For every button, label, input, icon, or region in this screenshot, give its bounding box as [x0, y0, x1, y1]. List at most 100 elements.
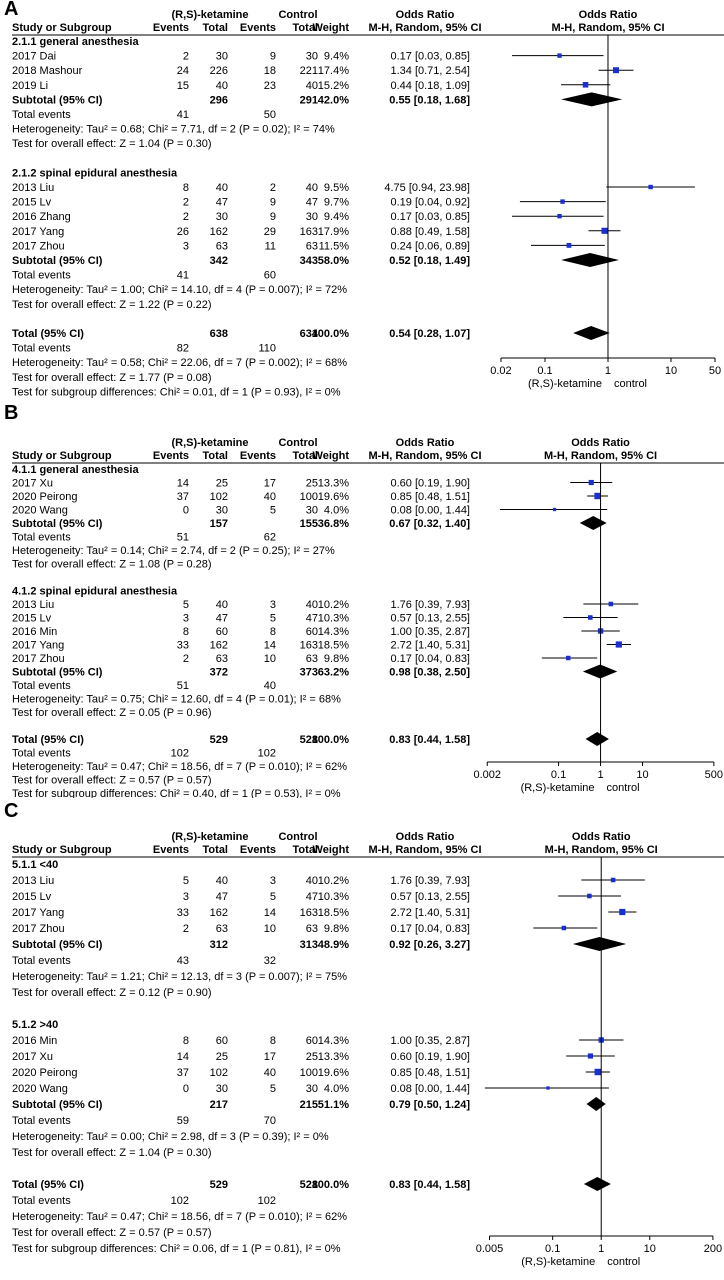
subtotal-label: Subtotal (95% CI): [12, 1099, 103, 1111]
header-plot-title: Odds Ratio: [572, 831, 631, 843]
header-study: Study or Subgroup: [12, 844, 112, 856]
total-1: 372: [210, 667, 228, 679]
total-1: 25: [216, 1051, 228, 1063]
events-2: 18: [264, 65, 276, 77]
weight-value: 11.5%: [319, 240, 350, 252]
x-tick-label: 0.02: [490, 365, 511, 377]
total-2: 63: [306, 653, 318, 665]
weight-value: 10.3%: [318, 613, 349, 625]
total-1: 40: [216, 80, 228, 92]
total-2: 47: [306, 197, 318, 209]
weight-value: 100.0%: [312, 1179, 350, 1191]
events-2: 5: [270, 1083, 276, 1095]
header-study: Study or Subgroup: [12, 22, 112, 34]
or-ci-value: 0.17 [0.03, 0.85]: [390, 51, 470, 63]
study-label: 2019 Li: [12, 80, 48, 92]
or-ci-value: 1.00 [0.35, 2.87]: [390, 626, 470, 638]
info-text: Total events: [12, 748, 71, 760]
events-2: 5: [270, 613, 276, 625]
panel-label: C: [4, 800, 19, 822]
subtotal-diamond: [586, 1097, 606, 1111]
events-1: 102: [171, 748, 189, 760]
events-1: 43: [177, 955, 189, 967]
study-label: 2020 Wang: [12, 505, 68, 517]
events-2: 10: [264, 653, 276, 665]
info-text: Test for overall effect: Z = 1.77 (P = 0…: [12, 372, 212, 384]
total-2: 25: [306, 478, 318, 490]
info-text: Heterogeneity: Tau² = 0.47; Chi² = 18.56…: [12, 1211, 347, 1223]
x-tick-label: 0.002: [473, 769, 501, 781]
events-2: 10: [264, 923, 276, 935]
total-1: 102: [210, 1067, 228, 1079]
events-1: 51: [177, 680, 189, 692]
total-2: 221: [300, 65, 318, 77]
x-tick-label: 10: [665, 365, 677, 377]
total-label: Total (95% CI): [12, 734, 84, 746]
total-1: 40: [216, 875, 228, 887]
or-ci-value: 0.85 [0.48, 1.51]: [390, 491, 470, 503]
info-text: Heterogeneity: Tau² = 1.00; Chi² = 14.10…: [12, 284, 347, 296]
header-plot-title: Odds Ratio: [579, 9, 638, 21]
or-ci-value: 1.76 [0.39, 7.93]: [390, 875, 470, 887]
events-1: 41: [177, 270, 189, 282]
point-marker: [566, 655, 571, 661]
forest-plot-b-svg: (R,S)-ketamine Control Odds Ratio Odds Rati…: [12, 437, 724, 798]
subtotal-label: Subtotal (95% CI): [12, 255, 103, 267]
events-1: 33: [177, 907, 189, 919]
weight-value: 10.3%: [318, 891, 349, 903]
info-text: Test for subgroup differences: Chi² = 0.…: [12, 1243, 341, 1255]
or-ci-value: 0.67 [0.32, 1.40]: [389, 518, 470, 530]
header-group2: Control: [278, 831, 317, 843]
total-label: Total (95% CI): [12, 328, 84, 340]
events-2: 102: [258, 748, 276, 760]
total-1: 40: [216, 182, 228, 194]
events-1: 8: [183, 1035, 189, 1047]
total-2: 373: [300, 667, 318, 679]
total-2: 60: [306, 1035, 318, 1047]
weight-value: 63.2%: [318, 667, 349, 679]
study-label: 2016 Min: [12, 1035, 57, 1047]
total-2: 40: [306, 182, 318, 194]
study-label: 2013 Liu: [12, 599, 54, 611]
or-ci-value: 0.60 [0.19, 1.90]: [390, 1051, 470, 1063]
events-1: 5: [183, 599, 189, 611]
point-marker: [557, 214, 562, 219]
total-2: 30: [306, 211, 318, 223]
or-ci-value: 0.88 [0.49, 1.58]: [390, 226, 470, 238]
weight-value: 10.2%: [318, 599, 349, 611]
events-1: 14: [177, 1051, 189, 1063]
or-ci-value: 1.00 [0.35, 2.87]: [390, 1035, 470, 1047]
study-label: 2017 Yang: [12, 640, 64, 652]
subtotal-diamond: [579, 516, 607, 530]
events-1: 51: [177, 532, 189, 544]
total-2: 63: [306, 923, 318, 935]
header-weight: Weight: [313, 450, 350, 462]
info-text: Heterogeneity: Tau² = 0.47; Chi² = 18.56…: [12, 761, 347, 773]
total-2: 25: [306, 1051, 318, 1063]
events-1: 37: [177, 1067, 189, 1079]
info-text: Total events: [12, 1195, 71, 1207]
header-events-2: Events: [240, 22, 276, 34]
header-or-title: Odds Ratio: [396, 437, 455, 449]
header-total-1: Total: [203, 450, 228, 462]
weight-value: 48.9%: [318, 939, 349, 951]
events-2: 23: [264, 80, 276, 92]
x-label-right: control: [607, 782, 640, 794]
or-ci-value: 2.72 [1.40, 5.31]: [390, 640, 470, 652]
total-2: 343: [300, 255, 318, 267]
panel-label: A: [4, 0, 19, 20]
info-text: Total events: [12, 270, 71, 282]
study-label: 2017 Zhou: [12, 923, 65, 935]
events-2: 5: [270, 505, 276, 517]
header-or-method: M-H, Random, 95% CI: [368, 450, 481, 462]
events-2: 9: [270, 211, 276, 223]
subtotal-label: Subtotal (95% CI): [12, 518, 103, 530]
total-2: 47: [306, 613, 318, 625]
events-1: 82: [177, 343, 189, 355]
x-label-left: (R,S)-ketamine: [528, 378, 602, 390]
study-label: 2017 Zhou: [12, 240, 65, 252]
total-1: 342: [210, 255, 228, 267]
forest-plot-c: C (R,S)-ketamine Control Odds Ratio Odds Ra…: [0, 800, 724, 1276]
weight-value: 19.6%: [318, 1067, 349, 1079]
total-1: 638: [210, 328, 228, 340]
